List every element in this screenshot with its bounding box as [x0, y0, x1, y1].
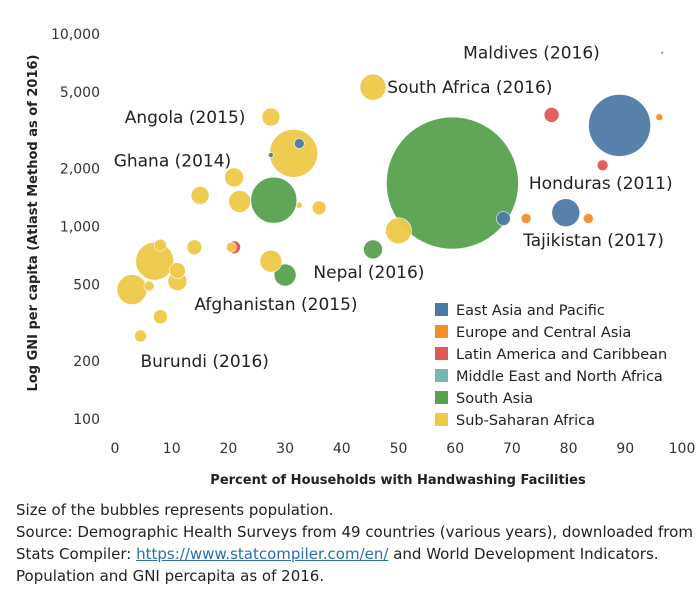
legend-swatch-middle-east-and-north-africa	[435, 369, 448, 382]
x-tick-label: 0	[111, 441, 120, 457]
legend: East Asia and Pacific Europe and Central …	[435, 303, 667, 429]
y-tick-label: 10,000	[51, 27, 100, 43]
annotation-label: Maldives (2016)	[463, 44, 600, 64]
x-tick-label: 90	[616, 441, 634, 457]
bubble-chart: 0 10 20 30 40 50 60 70 80 90 100 100 200 500 1,000 2,0…	[26, 27, 696, 488]
bubble-east-asia-and-pacific	[496, 211, 511, 226]
y-tick-label: 200	[73, 354, 100, 370]
x-axis-title: Percent of Households with Handwashing F…	[210, 473, 586, 488]
bubble-sub-saharan-africa	[143, 280, 155, 292]
bubble-layer	[116, 50, 665, 343]
x-tick-label: 60	[446, 441, 464, 457]
annotation-label: South Africa (2016)	[387, 78, 552, 98]
bubble-europe-and-central-asia	[583, 213, 594, 224]
bubble-europe-and-central-asia	[520, 213, 532, 224]
y-axis-ticks: 100 200 500 1,000 2,000 5,000 10,000	[51, 27, 100, 428]
legend-label-europe-and-central-asia: Europe and Central Asia	[456, 325, 631, 341]
caption: Size of the bubbles represents populatio…	[16, 499, 696, 587]
bubble-sub-saharan-africa	[225, 242, 237, 253]
bubble-sub-saharan-africa	[154, 238, 167, 252]
bubble-sub-saharan-africa	[261, 107, 281, 127]
bubble-size-note: Size of the bubbles represents populatio…	[16, 501, 334, 519]
bubble-sub-saharan-africa	[153, 309, 168, 325]
annotation-label: Afghanistan (2015)	[194, 295, 357, 315]
bubble-sub-saharan-africa	[186, 239, 203, 256]
bubble-sub-saharan-africa	[224, 167, 244, 188]
bubble-middle-east-and-north-africa	[660, 50, 665, 55]
legend-swatch-europe-and-central-asia	[435, 325, 448, 338]
bubble-sub-saharan-africa	[190, 186, 210, 205]
bubble-south-asia	[386, 116, 519, 250]
bubble-sub-saharan-africa	[311, 200, 327, 216]
annotation-label: Angola (2015)	[125, 108, 246, 128]
y-tick-label: 1,000	[60, 220, 100, 236]
bubble-sub-saharan-africa	[134, 329, 147, 343]
x-tick-label: 40	[333, 441, 351, 457]
legend-swatch-south-asia	[435, 391, 448, 404]
source-note: Source: Demographic Health Surveys from …	[16, 521, 696, 587]
bubble-europe-and-central-asia	[655, 113, 664, 121]
x-tick-label: 100	[669, 441, 696, 457]
annotation-label: Burundi (2016)	[141, 352, 269, 372]
legend-swatch-sub-saharan-africa	[435, 413, 448, 426]
bubble-sub-saharan-africa	[359, 73, 387, 101]
bubble-south-asia	[273, 263, 297, 287]
legend-label-south-asia: South Asia	[456, 391, 533, 407]
x-tick-label: 70	[503, 441, 521, 457]
statcompiler-link[interactable]: https://www.statcompiler.com/en/	[136, 545, 389, 563]
annotation-label: Tajikistan (2017)	[522, 231, 664, 251]
x-axis-ticks: 0 10 20 30 40 50 60 70 80 90 100	[111, 441, 696, 457]
legend-swatch-east-asia-and-pacific	[435, 303, 448, 316]
y-tick-label: 5,000	[60, 85, 100, 101]
source-prefix: Source: Demographic Health Surveys from …	[16, 523, 693, 563]
chart-svg: 0 10 20 30 40 50 60 70 80 90 100 100 200 500 1,000 2,0…	[26, 27, 696, 488]
x-tick-label: 30	[276, 441, 294, 457]
y-tick-label: 100	[73, 412, 100, 428]
y-tick-label: 2,000	[60, 162, 100, 178]
x-tick-label: 50	[390, 441, 408, 457]
legend-label-latin-america-and-caribbean: Latin America and Caribbean	[456, 347, 667, 363]
annotation-label: Nepal (2016)	[313, 263, 424, 283]
legend-label-middle-east-and-north-africa: Middle East and North Africa	[456, 369, 663, 385]
legend-swatch-latin-america-and-caribbean	[435, 347, 448, 360]
bubble-sub-saharan-africa	[228, 190, 251, 213]
y-axis-title: Log GNI per capita (Atlast Method as of …	[26, 55, 41, 392]
bubble-latin-america-and-caribbean	[543, 107, 560, 123]
bubble-sub-saharan-africa	[169, 262, 186, 279]
bubble-sub-saharan-africa	[269, 129, 318, 178]
annotation-label: Honduras (2011)	[529, 174, 673, 194]
bubble-east-asia-and-pacific	[551, 198, 581, 227]
bubble-east-asia-and-pacific	[268, 152, 274, 158]
legend-label-east-asia-and-pacific: East Asia and Pacific	[456, 303, 605, 319]
bubble-sub-saharan-africa	[385, 217, 412, 245]
legend-label-sub-saharan-africa: Sub-Saharan Africa	[456, 413, 595, 429]
source-suffix: and World Development Indicators. Popula…	[16, 545, 659, 585]
bubble-sub-saharan-africa	[295, 201, 303, 209]
y-tick-label: 500	[73, 277, 100, 293]
x-tick-label: 20	[219, 441, 237, 457]
bubble-latin-america-and-caribbean	[596, 159, 609, 172]
bubble-south-asia	[250, 176, 298, 224]
bubble-sub-saharan-africa	[135, 241, 174, 281]
x-tick-label: 10	[163, 441, 181, 457]
x-tick-label: 80	[560, 441, 578, 457]
bubble-east-asia-and-pacific	[293, 138, 305, 149]
bubble-sub-saharan-africa	[259, 249, 283, 273]
bubble-east-asia-and-pacific	[588, 94, 651, 157]
annotation-label: Ghana (2014)	[114, 152, 232, 172]
bubble-sub-saharan-africa	[116, 274, 148, 305]
annotation-layer: Maldives (2016) South Africa (2016) Angola…	[114, 44, 673, 372]
bubble-south-asia	[363, 239, 383, 260]
